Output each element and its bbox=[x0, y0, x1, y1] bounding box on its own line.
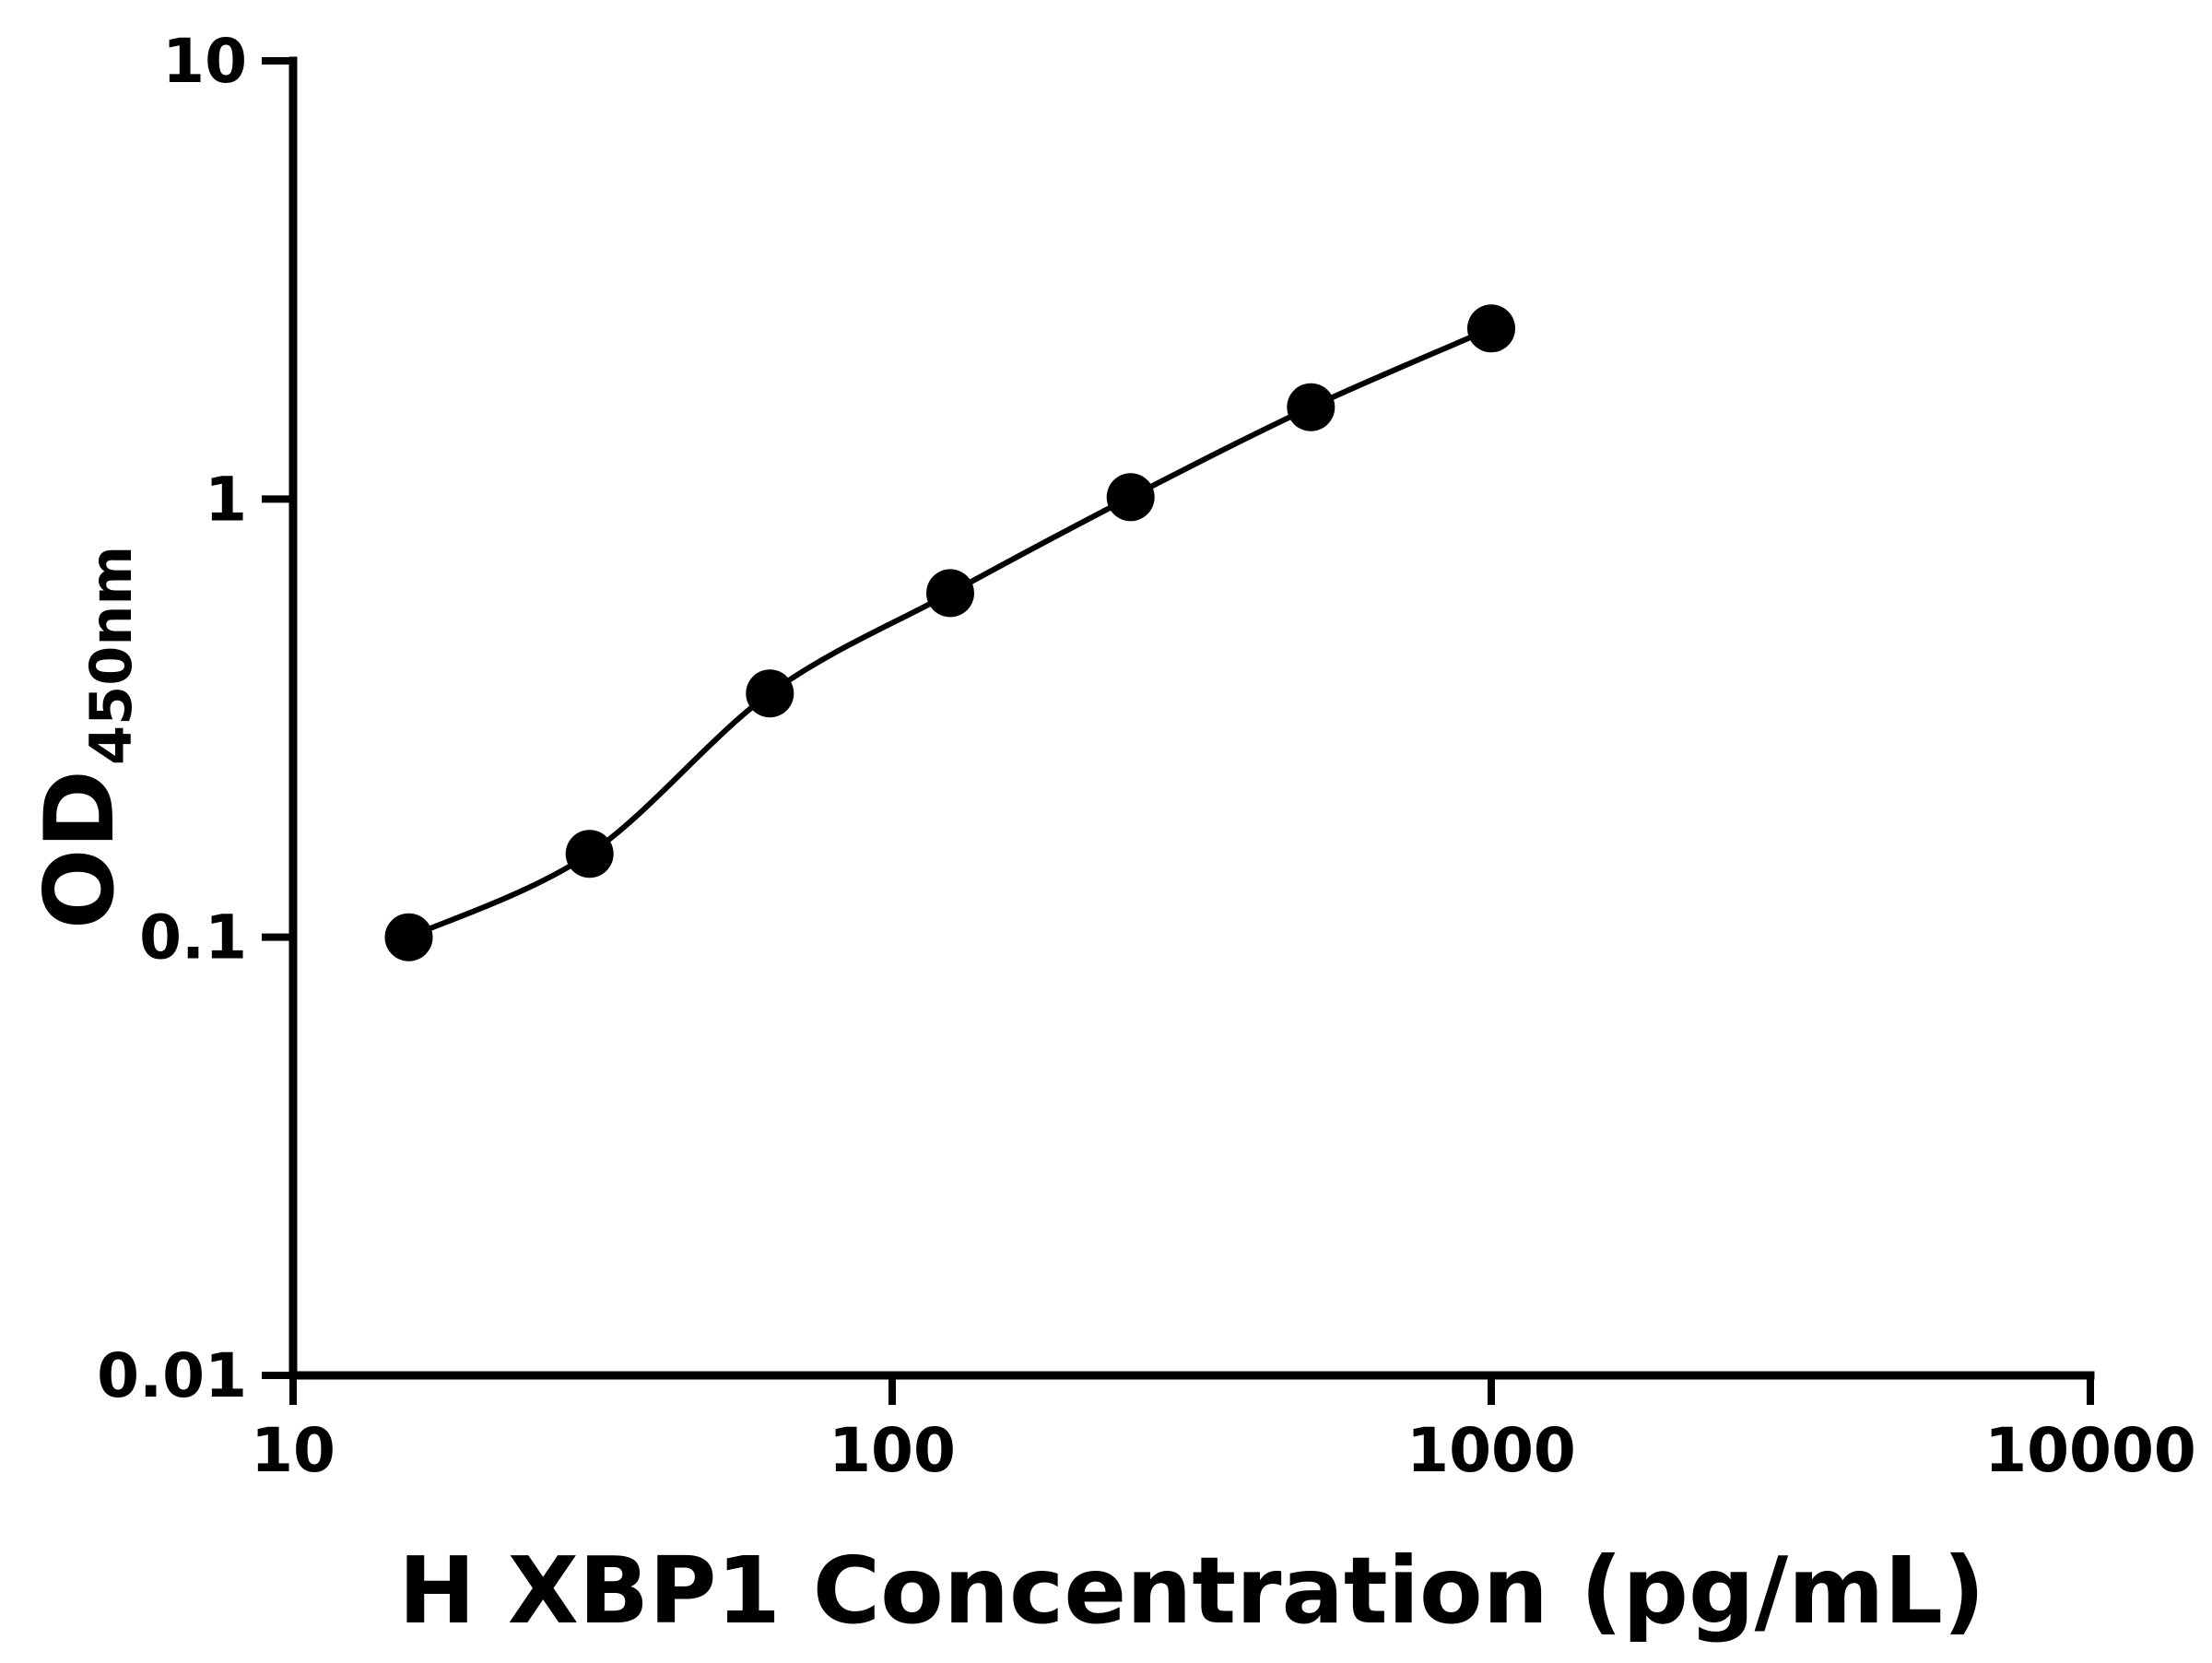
x-axis-title: H XBP1 Concentration (pg/mL) bbox=[398, 1537, 1984, 1645]
data-point-marker bbox=[384, 913, 433, 961]
data-point-marker bbox=[1106, 473, 1155, 522]
y-axis-title-sub: 450nm bbox=[77, 546, 145, 765]
x-tick-label: 10 bbox=[251, 1415, 335, 1486]
y-tick-label: 10 bbox=[162, 26, 247, 97]
y-tick-label: 0.01 bbox=[97, 1340, 247, 1411]
y-axis-title: OD 450nm bbox=[25, 546, 145, 929]
axes-layer: 10 100 1000 10000 0.01 0.1 1 10 bbox=[97, 26, 2196, 1486]
y-axis-title-base: OD bbox=[25, 770, 135, 929]
data-point-marker bbox=[926, 569, 974, 618]
y-tick-label: 1 bbox=[205, 464, 247, 535]
series-layer bbox=[384, 304, 1515, 961]
y-tick-label: 0.1 bbox=[139, 902, 247, 973]
data-point-marker bbox=[1467, 304, 1515, 353]
x-tick-label: 100 bbox=[829, 1415, 956, 1486]
x-tick-label: 1000 bbox=[1406, 1415, 1576, 1486]
data-point-marker bbox=[1287, 383, 1335, 431]
axis-spine bbox=[288, 56, 2095, 1380]
x-tick-label: 10000 bbox=[1984, 1415, 2196, 1486]
data-point-marker bbox=[565, 830, 614, 879]
data-point-marker bbox=[746, 669, 794, 718]
